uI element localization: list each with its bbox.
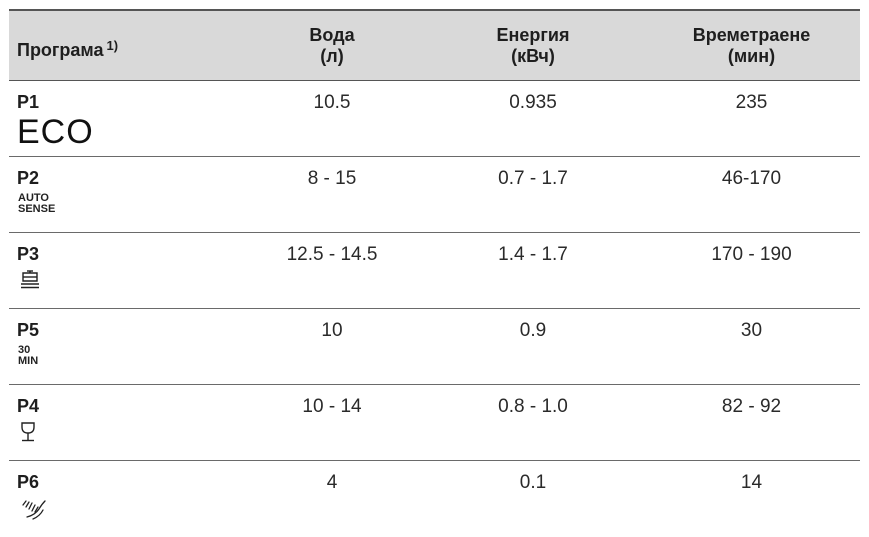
header-water: Вода (л) — [241, 11, 423, 80]
water-value: 10 - 14 — [302, 396, 362, 417]
thirty-min-line2: MIN — [18, 355, 39, 367]
program-cell: P4 — [9, 385, 241, 460]
program-cell: P6 — [9, 461, 241, 537]
header-duration-label: Времетраене — [692, 25, 811, 45]
auto-sense-symbol: AUTO SENSE — [18, 193, 241, 215]
header-program-footnote: 1) — [106, 38, 119, 53]
program-cell: P1 ECO — [9, 81, 241, 156]
energy-value: 0.9 — [519, 320, 547, 341]
thirty-min-line1: 30 — [18, 344, 31, 356]
header-duration-unit: (мин) — [727, 46, 776, 66]
table-row: P6 4 0.1 14 — [9, 461, 860, 537]
energy-value: 1.4 - 1.7 — [498, 244, 568, 265]
thirty-min-symbol: 30 MIN — [18, 345, 241, 367]
header-energy-label: Енергия — [496, 25, 570, 45]
auto-sense-line1: AUTO — [18, 192, 49, 204]
table-row: P5 30 MIN 10 0.9 30 — [9, 309, 860, 385]
auto-sense-line2: SENSE — [18, 203, 56, 215]
pot-icon — [21, 270, 39, 289]
duration-value: 170 - 190 — [711, 244, 792, 265]
eco-symbol: ECO — [17, 113, 94, 151]
program-code: P4 — [17, 396, 40, 416]
duration-value: 82 - 92 — [721, 396, 782, 417]
program-cell: P5 30 MIN — [9, 309, 241, 384]
table-row: P2 AUTO SENSE 8 - 15 0.7 - 1.7 46-170 — [9, 157, 860, 233]
header-water-unit: (л) — [320, 46, 344, 66]
water-value: 10.5 — [313, 92, 351, 113]
energy-value: 0.7 - 1.7 — [498, 168, 568, 189]
energy-value: 0.1 — [519, 472, 547, 493]
header-program: Програма 1) — [9, 11, 241, 80]
table-row: P1 ECO 10.5 0.935 235 — [9, 81, 860, 157]
program-code: P5 — [17, 320, 40, 340]
header-energy: Енергия (кВч) — [423, 11, 643, 80]
table-row: P4 10 - 14 0.8 - 1.0 82 - 92 — [9, 385, 860, 461]
duration-value: 30 — [740, 320, 763, 341]
header-water-label: Вода — [309, 25, 355, 45]
duration-value: 46-170 — [721, 168, 782, 189]
program-cell: P2 AUTO SENSE — [9, 157, 241, 232]
header-energy-unit: (кВч) — [511, 46, 555, 66]
table-header-row: Програма 1) Вода (л) Енергия (кВч) Времет… — [9, 11, 860, 81]
wine-glass-icon — [21, 422, 35, 442]
program-consumption-table: Програма 1) Вода (л) Енергия (кВч) Времет… — [9, 9, 860, 537]
program-code: P2 — [17, 168, 40, 188]
program-code: P3 — [17, 244, 40, 264]
header-program-label: Програма — [17, 40, 104, 60]
energy-value: 0.935 — [509, 92, 557, 113]
duration-value: 14 — [740, 472, 763, 493]
header-duration: Времетраене (мин) — [643, 11, 860, 80]
rinse-spray-icon — [22, 500, 46, 520]
program-code: P1 — [17, 92, 40, 112]
water-value: 8 - 15 — [307, 168, 357, 189]
water-value: 10 — [321, 320, 343, 341]
water-value: 12.5 - 14.5 — [286, 244, 378, 265]
program-code: P6 — [17, 472, 40, 492]
duration-value: 235 — [735, 92, 768, 113]
program-cell: P3 — [9, 233, 241, 308]
water-value: 4 — [326, 472, 338, 493]
energy-value: 0.8 - 1.0 — [498, 396, 568, 417]
table-row: P3 12.5 - 14.5 1.4 - 1.7 170 - 190 — [9, 233, 860, 309]
